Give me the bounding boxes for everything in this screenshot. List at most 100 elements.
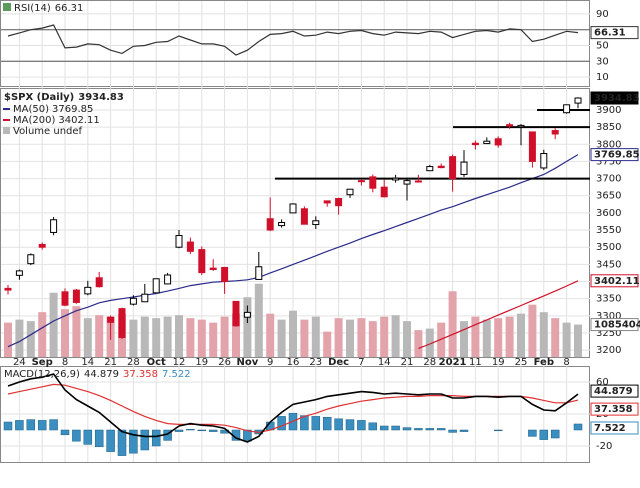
candle-body (551, 130, 559, 135)
histogram-bar (550, 429, 560, 439)
volume-bar (482, 319, 491, 357)
y-tick-label: 3300 (596, 311, 621, 322)
candle-body (27, 254, 35, 265)
macd-line (7, 373, 579, 443)
rsi-panel (0, 0, 590, 87)
candle-body (209, 267, 217, 271)
candle-body (50, 219, 58, 233)
volume-bar (4, 322, 12, 357)
y-tick-label: 90 (596, 9, 609, 20)
legend-icon (3, 3, 11, 11)
legend-name: MA(200) (13, 115, 55, 126)
legend-label: Volume undef (13, 126, 83, 137)
x-tick-label: 28 (127, 357, 140, 368)
y-tick-label: 3550 (596, 225, 621, 236)
y-tick-label: 3700 (596, 174, 621, 185)
candle-body (164, 274, 172, 285)
value-label: 3402.11 (594, 276, 640, 287)
candle-body (471, 142, 479, 146)
x-tick-label: Nov (237, 357, 259, 368)
histogram-bar (15, 420, 24, 431)
x-tick-label: 8 (62, 357, 68, 368)
histogram-bar (311, 416, 321, 431)
x-tick-label: 14 (378, 357, 391, 368)
candle-body (278, 222, 286, 227)
candle-body (107, 316, 115, 323)
candle-body (255, 266, 263, 280)
legend-value: 66.31 (55, 3, 84, 14)
volume-bar (380, 316, 389, 357)
legend-name: MA(50) (13, 104, 49, 115)
x-tick-label: 21 (104, 357, 117, 368)
y-tick-label: 3750 (596, 156, 621, 167)
y-tick-label: 3200 (596, 345, 621, 356)
y-tick-label: 3800 (596, 139, 621, 150)
histogram-bar (3, 421, 13, 431)
volume-bar (494, 318, 503, 357)
histogram-bar (174, 429, 184, 432)
volume-bar (539, 312, 548, 357)
volume-bar (403, 321, 411, 357)
candle-body (118, 308, 126, 338)
volume-bar (140, 316, 149, 357)
value-label-box (590, 384, 639, 398)
value-label: 3769.85 (594, 150, 640, 161)
candle-body (517, 124, 525, 128)
candle-body (300, 208, 308, 225)
volume-bar (368, 321, 377, 357)
candle-body (243, 311, 251, 318)
histogram-bar (151, 429, 161, 447)
x-tick-label: Dec (328, 357, 349, 368)
histogram-bar (26, 419, 36, 431)
histogram-bar (140, 429, 150, 451)
candle-body (141, 293, 149, 303)
histogram-bar (83, 429, 93, 445)
candle-body (357, 180, 365, 183)
volume-bar (357, 318, 366, 357)
candle-body (483, 140, 491, 145)
x-tick-label: 19 (492, 357, 505, 368)
y-tick-label: 3450 (596, 259, 621, 270)
x-tick-label: 21 (401, 357, 414, 368)
volume-bar (334, 318, 343, 357)
volume-bar (197, 319, 206, 357)
volume-bar (391, 315, 400, 357)
volume-bar (574, 324, 582, 357)
histogram-bar (186, 428, 195, 431)
volume-bar (152, 318, 161, 357)
volume-bar (26, 321, 35, 357)
candle-body (540, 153, 548, 169)
x-tick-label: 26 (218, 357, 231, 368)
histogram-bar (493, 429, 503, 432)
price-panel (0, 88, 590, 358)
y-tick-label: -20 (596, 441, 612, 452)
x-tick-label: Sep (32, 357, 53, 368)
candle-body (494, 138, 502, 146)
y-tick-label: 50 (596, 41, 609, 52)
y-tick-label: 3650 (596, 191, 621, 202)
volume-bar (289, 310, 297, 357)
histogram-bar (459, 429, 469, 432)
value-label: 1085404 (594, 320, 640, 331)
candle-body (221, 266, 229, 283)
volume-bar (300, 319, 309, 357)
volume-bar (72, 306, 81, 357)
rsi-line (7, 24, 579, 56)
volume-bar (61, 309, 69, 357)
x-tick-label: 25 (515, 357, 528, 368)
x-tick-label: Feb (534, 357, 554, 368)
y-tick-label: 3900 (596, 105, 621, 116)
legend-label: MACD(12,26,9) 44.879 37.358 7.522 (4, 369, 191, 380)
volume-bar (254, 283, 263, 357)
y-tick-label: 3500 (596, 242, 621, 253)
y-tick-label: 10 (596, 72, 609, 83)
moving-average-line (418, 280, 579, 349)
candle-body (72, 289, 80, 303)
candle-body (449, 156, 457, 180)
histogram-bar (208, 429, 218, 432)
histogram-bar (539, 429, 549, 440)
candle-body (392, 177, 400, 181)
y-tick-label: 3250 (596, 328, 621, 339)
volume-bar (49, 292, 58, 357)
candle-body (95, 277, 103, 288)
